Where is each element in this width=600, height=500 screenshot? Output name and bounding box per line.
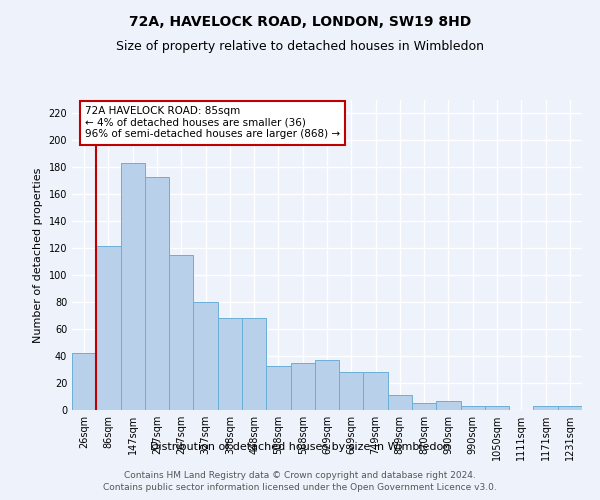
Bar	[315, 360, 339, 410]
Bar	[558, 406, 582, 410]
Bar	[533, 406, 558, 410]
Bar	[461, 406, 485, 410]
Text: 72A HAVELOCK ROAD: 85sqm
← 4% of detached houses are smaller (36)
96% of semi-de: 72A HAVELOCK ROAD: 85sqm ← 4% of detache…	[85, 106, 340, 140]
Text: 72A, HAVELOCK ROAD, LONDON, SW19 8HD: 72A, HAVELOCK ROAD, LONDON, SW19 8HD	[129, 15, 471, 29]
Bar	[388, 395, 412, 410]
Bar	[339, 372, 364, 410]
Bar	[364, 372, 388, 410]
Text: Contains public sector information licensed under the Open Government Licence v3: Contains public sector information licen…	[103, 484, 497, 492]
Bar	[218, 318, 242, 410]
Bar	[242, 318, 266, 410]
Y-axis label: Number of detached properties: Number of detached properties	[33, 168, 43, 342]
Bar	[290, 363, 315, 410]
Bar	[145, 177, 169, 410]
Bar	[72, 354, 96, 410]
Bar	[169, 255, 193, 410]
Bar	[121, 164, 145, 410]
Text: Distribution of detached houses by size in Wimbledon: Distribution of detached houses by size …	[150, 442, 450, 452]
Bar	[266, 366, 290, 410]
Text: Size of property relative to detached houses in Wimbledon: Size of property relative to detached ho…	[116, 40, 484, 53]
Bar	[485, 406, 509, 410]
Bar	[96, 246, 121, 410]
Bar	[193, 302, 218, 410]
Text: Contains HM Land Registry data © Crown copyright and database right 2024.: Contains HM Land Registry data © Crown c…	[124, 471, 476, 480]
Bar	[412, 404, 436, 410]
Bar	[436, 400, 461, 410]
